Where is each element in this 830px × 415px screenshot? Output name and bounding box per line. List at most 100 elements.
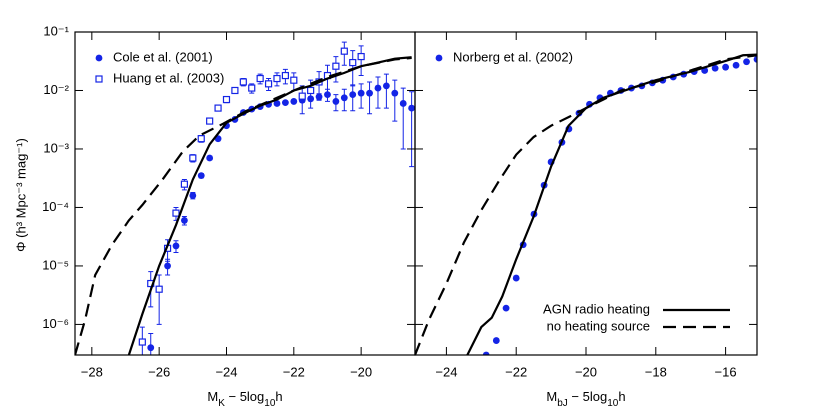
data-point — [732, 61, 740, 69]
data-point — [290, 98, 298, 105]
data-point — [349, 58, 357, 67]
plot-area — [75, 41, 415, 355]
error-bar — [156, 274, 162, 325]
y-tick-label: 10⁻² — [43, 82, 69, 97]
data-point — [147, 344, 155, 352]
legend-label: Huang et al. (2003) — [113, 70, 224, 85]
model-curve — [75, 56, 412, 355]
data-point — [399, 100, 407, 107]
data-point — [298, 92, 306, 100]
x-tick-label: −22 — [505, 364, 527, 379]
y-tick-label: 10⁻⁵ — [42, 257, 69, 272]
x-tick-label: −20 — [575, 364, 597, 379]
data-point — [155, 285, 163, 293]
legend-marker — [95, 75, 103, 83]
data-point — [382, 82, 390, 90]
data-point — [172, 209, 180, 217]
y-axis-label: Φ (h³ Mpc⁻³ mag⁻¹) — [13, 138, 28, 252]
x-tick-label: −24 — [435, 364, 457, 379]
data-point — [357, 89, 365, 97]
data-point — [197, 172, 205, 180]
data-point — [172, 242, 180, 250]
error-bar — [299, 85, 305, 115]
error-bar — [367, 81, 373, 115]
data-point — [181, 217, 188, 224]
data-point — [197, 135, 205, 143]
data-point — [332, 98, 340, 105]
x-tick-label: −18 — [645, 364, 667, 379]
data-point — [214, 104, 222, 112]
error-bar — [375, 76, 381, 109]
legend-marker — [435, 54, 443, 62]
data-point — [366, 89, 373, 97]
data-point — [408, 104, 415, 112]
plot-area — [415, 53, 757, 355]
data-point — [349, 91, 357, 99]
x-axis-label-part: K — [218, 398, 225, 409]
data-point — [307, 86, 315, 95]
x-axis-label-part: 10 — [264, 398, 276, 409]
data-point — [753, 56, 757, 63]
error-bar — [358, 45, 364, 77]
x-tick-label: −16 — [715, 364, 737, 379]
data-point — [273, 100, 281, 107]
error-bar — [148, 332, 154, 355]
error-bar — [383, 73, 389, 109]
error-bar — [400, 87, 406, 150]
data-point — [502, 304, 510, 312]
data-point — [482, 351, 490, 355]
data-point — [206, 154, 214, 162]
data-point — [374, 84, 382, 92]
data-point — [273, 74, 281, 83]
legend-label: Norberg et al. (2002) — [453, 49, 573, 64]
data-point — [711, 64, 719, 72]
error-bar — [409, 91, 415, 168]
x-axis-label-part: bJ — [557, 398, 568, 409]
x-axis-label-part: − 5log — [225, 389, 264, 404]
data-point — [290, 76, 298, 84]
x-tick-label: −28 — [81, 364, 103, 379]
error-bar — [139, 326, 145, 355]
data-point — [231, 86, 239, 95]
y-tick-label: 10⁻¹ — [43, 23, 69, 38]
legend-label: AGN radio heating — [543, 301, 650, 316]
data-point — [180, 180, 189, 188]
data-point — [264, 80, 273, 88]
x-tick-label: −20 — [350, 364, 372, 379]
data-point — [164, 262, 171, 270]
model-curve — [415, 54, 757, 355]
data-point — [512, 274, 520, 282]
x-axis-label-part: M — [207, 389, 218, 404]
data-point — [189, 154, 197, 162]
x-axis-label: MbJ − 5log10h — [546, 389, 625, 409]
x-axis-label-part: h — [275, 389, 282, 404]
data-point — [138, 338, 146, 346]
data-point — [340, 94, 348, 102]
x-axis-label-part: h — [618, 389, 625, 404]
data-point — [332, 62, 340, 70]
data-point — [357, 52, 365, 61]
data-point — [492, 337, 500, 344]
plot-frame — [414, 31, 758, 356]
model-curve — [127, 56, 412, 355]
data-point — [340, 47, 348, 55]
x-tick-label: −22 — [283, 364, 305, 379]
x-axis-label-part: 10 — [607, 398, 619, 409]
data-point — [189, 192, 197, 199]
legend-marker — [95, 54, 103, 62]
error-bar — [316, 71, 322, 101]
x-tick-label: −24 — [215, 364, 237, 379]
legend-label: no heating source — [547, 318, 650, 333]
data-point — [222, 95, 231, 104]
data-point — [281, 99, 289, 107]
y-tick-label: 10⁻⁶ — [42, 316, 69, 331]
data-point — [256, 74, 264, 83]
legend-label: Cole et al. (2001) — [113, 49, 213, 64]
data-point — [239, 78, 247, 86]
data-point — [248, 84, 256, 92]
data-point — [281, 71, 289, 80]
x-axis-label-part: − 5log — [568, 389, 607, 404]
x-axis-label: MK − 5log10h — [207, 389, 282, 409]
x-tick-label: −26 — [148, 364, 170, 379]
data-point — [722, 63, 729, 71]
